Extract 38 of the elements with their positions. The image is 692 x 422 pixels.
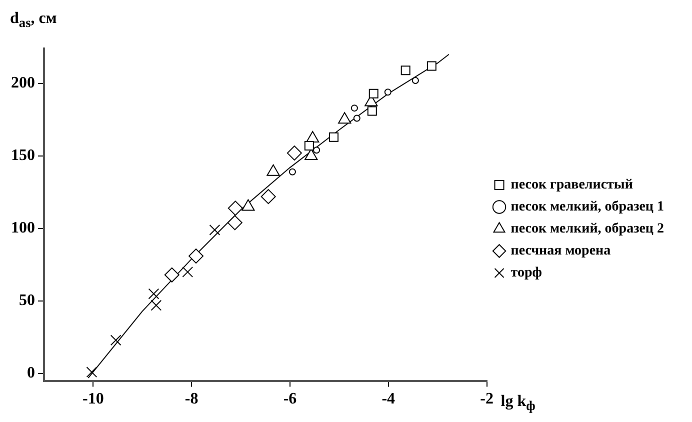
point xyxy=(368,88,378,98)
point xyxy=(313,146,320,154)
point xyxy=(288,168,296,176)
point xyxy=(353,114,360,122)
y-tick-label: 50 xyxy=(19,292,35,310)
y-tick-label: 0 xyxy=(27,364,35,382)
x-axis-title: lg k$_{ф}$ xyxy=(500,392,536,414)
point xyxy=(182,266,194,278)
legend-label: торф xyxy=(510,266,542,281)
x-tick-label: -2 xyxy=(480,390,494,408)
x-tick-label: -8 xyxy=(184,390,198,408)
point xyxy=(367,106,377,116)
y-tick-label: 100 xyxy=(11,220,35,237)
point xyxy=(400,66,410,76)
point xyxy=(412,77,419,84)
x-tick-label: -4 xyxy=(382,390,396,408)
point xyxy=(329,132,339,142)
point xyxy=(228,200,243,216)
point xyxy=(110,334,122,346)
x-tick-label: -10 xyxy=(82,390,104,408)
legend-label: песок мелкий, образец 1 xyxy=(510,200,664,215)
legend-label: песок мелкий, образец 2 xyxy=(510,222,664,237)
point xyxy=(286,146,302,161)
point xyxy=(188,248,204,264)
point xyxy=(209,224,220,236)
y-tick-label: 150 xyxy=(11,147,35,164)
legend-label: песок гравелистый xyxy=(510,178,633,193)
point xyxy=(350,104,358,112)
point xyxy=(164,267,180,282)
y-tick-label: 200 xyxy=(11,74,35,92)
x-tick-label: -6 xyxy=(283,390,297,408)
point xyxy=(304,141,314,151)
point xyxy=(426,61,436,71)
legend-label: песчная морена xyxy=(510,244,611,259)
y-axis-title: d$_{as}$, см xyxy=(10,10,57,32)
point xyxy=(384,88,392,96)
point xyxy=(227,215,242,230)
point xyxy=(260,189,276,204)
